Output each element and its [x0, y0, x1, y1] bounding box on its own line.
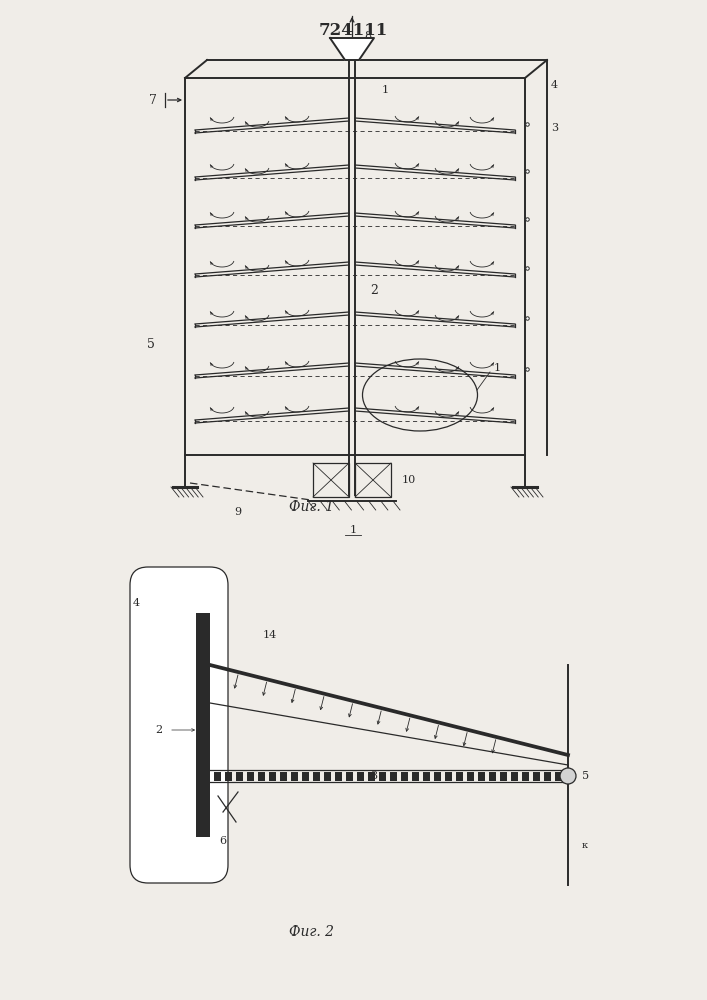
- Bar: [511, 772, 518, 781]
- Bar: [357, 772, 364, 781]
- Bar: [401, 772, 408, 781]
- Bar: [467, 772, 474, 781]
- Bar: [258, 772, 265, 781]
- Bar: [456, 772, 463, 781]
- Bar: [280, 772, 287, 781]
- Text: к: к: [582, 840, 588, 850]
- Text: Фиг. 2: Фиг. 2: [289, 925, 334, 939]
- Text: Фиг. 1: Фиг. 1: [289, 500, 334, 514]
- Bar: [390, 772, 397, 781]
- Bar: [544, 772, 551, 781]
- Bar: [412, 772, 419, 781]
- Bar: [335, 772, 342, 781]
- Bar: [324, 772, 331, 781]
- Text: 724111: 724111: [318, 22, 387, 39]
- Bar: [355, 463, 391, 497]
- Text: 10: 10: [402, 475, 416, 485]
- Bar: [533, 772, 540, 781]
- Bar: [236, 772, 243, 781]
- Bar: [225, 772, 232, 781]
- Text: 4: 4: [551, 80, 558, 90]
- Bar: [196, 613, 210, 837]
- Bar: [522, 772, 529, 781]
- Bar: [269, 772, 276, 781]
- FancyBboxPatch shape: [130, 567, 228, 883]
- Polygon shape: [330, 38, 374, 60]
- Bar: [445, 772, 452, 781]
- Text: 1: 1: [494, 363, 501, 373]
- Bar: [555, 772, 562, 781]
- Bar: [247, 772, 254, 781]
- Bar: [313, 772, 320, 781]
- Text: 2: 2: [156, 725, 163, 735]
- Bar: [423, 772, 430, 781]
- Bar: [302, 772, 309, 781]
- Text: 4: 4: [133, 598, 140, 608]
- Bar: [434, 772, 441, 781]
- Text: 5: 5: [147, 338, 155, 352]
- Text: 2: 2: [370, 284, 378, 296]
- Bar: [214, 772, 221, 781]
- Bar: [291, 772, 298, 781]
- Text: 6: 6: [219, 836, 226, 846]
- Bar: [346, 772, 353, 781]
- Text: 14: 14: [263, 630, 277, 640]
- Text: 7: 7: [149, 94, 157, 106]
- Bar: [313, 463, 349, 497]
- Bar: [368, 772, 375, 781]
- Text: 3: 3: [551, 123, 558, 133]
- Text: 3: 3: [370, 771, 377, 781]
- Text: 1: 1: [349, 525, 356, 535]
- Text: 5: 5: [582, 771, 589, 781]
- Bar: [500, 772, 507, 781]
- Bar: [478, 772, 485, 781]
- Bar: [489, 772, 496, 781]
- Circle shape: [560, 768, 576, 784]
- Text: 1: 1: [382, 85, 389, 95]
- Bar: [379, 772, 386, 781]
- Text: 9: 9: [235, 507, 242, 517]
- Text: 8: 8: [364, 31, 371, 41]
